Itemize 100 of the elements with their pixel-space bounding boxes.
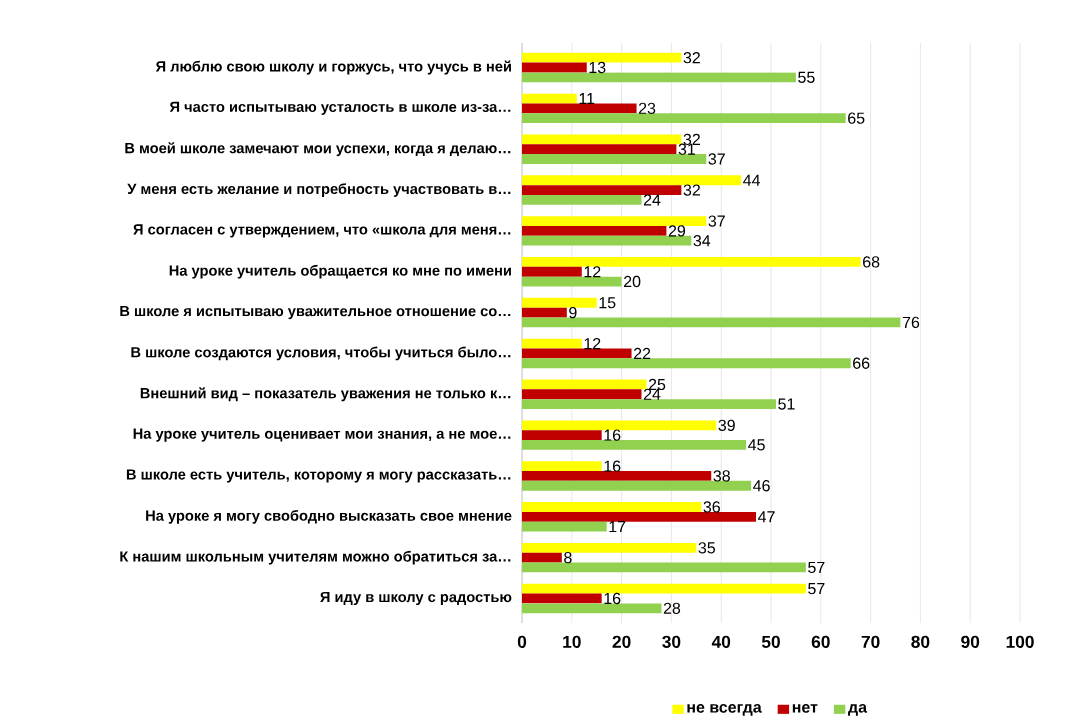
bar bbox=[522, 430, 602, 441]
data-label: 68 bbox=[863, 256, 880, 268]
y-tick-label: В школе создаются условия, чтобы учиться было… bbox=[131, 346, 511, 361]
bar bbox=[522, 226, 667, 236]
bar bbox=[522, 113, 846, 124]
data-label: 47 bbox=[758, 511, 775, 523]
bar bbox=[522, 542, 697, 553]
bar bbox=[522, 307, 567, 318]
bar bbox=[522, 338, 582, 349]
x-tick-label: 100 bbox=[1006, 635, 1034, 649]
data-label: 57 bbox=[808, 583, 825, 595]
data-label: 44 bbox=[743, 174, 761, 186]
bar bbox=[522, 502, 702, 512]
x-tick-label: 70 bbox=[861, 635, 880, 649]
bar bbox=[522, 471, 712, 481]
data-label: 12 bbox=[584, 338, 601, 350]
bar bbox=[522, 583, 806, 594]
data-label: 32 bbox=[683, 184, 700, 196]
data-label: 45 bbox=[748, 439, 765, 451]
data-label: 38 bbox=[713, 470, 730, 482]
y-tick-label: Я согласен с утверждением, что «школа для меня… bbox=[133, 224, 511, 238]
data-label: 11 bbox=[579, 93, 595, 105]
bar bbox=[522, 235, 692, 246]
y-tick-label: Я люблю свою школу и горжусь, что учусь в ней bbox=[155, 60, 511, 75]
data-label: 34 bbox=[693, 235, 711, 247]
data-label: 31 bbox=[678, 143, 695, 155]
bar bbox=[522, 62, 587, 73]
y-tick-label: К нашим школьным учителям можно обратиться за… bbox=[120, 550, 511, 565]
x-tick-label: 10 bbox=[563, 635, 581, 649]
data-label: 32 bbox=[683, 52, 700, 64]
bar bbox=[522, 144, 677, 155]
bar bbox=[522, 317, 901, 328]
x-tick-label: 80 bbox=[911, 635, 930, 649]
data-label: 22 bbox=[633, 347, 651, 360]
y-tick-label: В школе есть учитель, которому я могу рассказать… bbox=[126, 469, 511, 483]
y-tick-label: У меня есть желание и потребность участвовать в… bbox=[127, 183, 511, 197]
x-tick-label: 90 bbox=[961, 635, 980, 649]
bar bbox=[522, 511, 757, 522]
bar bbox=[522, 521, 607, 532]
legend-label: не всегда bbox=[687, 704, 762, 716]
data-label: 57 bbox=[808, 561, 825, 574]
x-tick-label: 30 bbox=[662, 635, 681, 649]
data-label: 23 bbox=[638, 102, 656, 115]
data-label: 8 bbox=[564, 552, 572, 564]
bar bbox=[522, 185, 682, 195]
bar bbox=[522, 103, 637, 114]
bar bbox=[522, 216, 707, 227]
data-label: 13 bbox=[589, 61, 606, 74]
data-label: 39 bbox=[718, 419, 735, 431]
data-label: 16 bbox=[604, 460, 621, 472]
data-label: 16 bbox=[604, 429, 621, 441]
legend-label: нет bbox=[792, 704, 818, 713]
data-label: 32 bbox=[683, 133, 700, 146]
x-tick-label: 0 bbox=[517, 635, 527, 649]
bar bbox=[522, 440, 747, 450]
bar bbox=[522, 257, 861, 267]
y-tick-label: На уроке учитель оценивает мои знания, а не мое… bbox=[133, 428, 511, 442]
y-tick-label: В школе я испытываю уважительное отношение со… bbox=[120, 306, 511, 320]
bar bbox=[522, 297, 597, 308]
legend-label: да bbox=[848, 704, 868, 716]
bar bbox=[522, 266, 582, 277]
x-tick-label: 40 bbox=[711, 635, 731, 649]
data-label: 17 bbox=[609, 521, 626, 533]
data-label: 46 bbox=[753, 480, 770, 492]
bar bbox=[522, 52, 682, 63]
y-tick-label: На уроке я могу свободно высказать свое мнение bbox=[146, 509, 512, 524]
data-label: 15 bbox=[599, 297, 616, 309]
data-label: 55 bbox=[798, 71, 815, 83]
x-tick-label: 20 bbox=[612, 635, 631, 649]
y-tick-label: Внешний вид – показатель уважения не только к… bbox=[140, 387, 511, 402]
bar bbox=[522, 194, 642, 205]
data-label: 37 bbox=[708, 153, 725, 165]
data-label: 12 bbox=[584, 266, 601, 278]
y-tick-label: На уроке учитель обращается ко мне по имени bbox=[169, 264, 511, 279]
data-label: 24 bbox=[643, 194, 661, 206]
bar bbox=[522, 399, 776, 409]
y-tick-label: Я иду в школу с радостью bbox=[320, 591, 512, 606]
data-label: 65 bbox=[848, 112, 865, 124]
bar bbox=[522, 552, 562, 563]
data-label: 66 bbox=[853, 357, 870, 369]
data-label: 28 bbox=[663, 602, 681, 614]
bar bbox=[522, 480, 752, 491]
x-tick-label: 50 bbox=[761, 635, 780, 649]
data-label: 29 bbox=[668, 225, 686, 237]
data-label: 35 bbox=[698, 542, 716, 554]
x-tick-label: 60 bbox=[811, 635, 830, 649]
bar bbox=[522, 276, 622, 287]
bar bbox=[522, 603, 662, 614]
bar bbox=[522, 389, 642, 400]
bar bbox=[522, 154, 707, 164]
bar bbox=[522, 358, 851, 369]
bar bbox=[522, 93, 577, 104]
bar bbox=[522, 593, 602, 604]
data-label: 9 bbox=[569, 306, 577, 319]
data-label: 36 bbox=[703, 501, 720, 513]
y-tick-label: Я часто испытываю усталость в школе из-за… bbox=[169, 101, 511, 115]
bar bbox=[522, 379, 647, 390]
bar bbox=[522, 461, 602, 472]
data-label: 51 bbox=[778, 398, 795, 410]
data-label: 37 bbox=[708, 215, 725, 227]
